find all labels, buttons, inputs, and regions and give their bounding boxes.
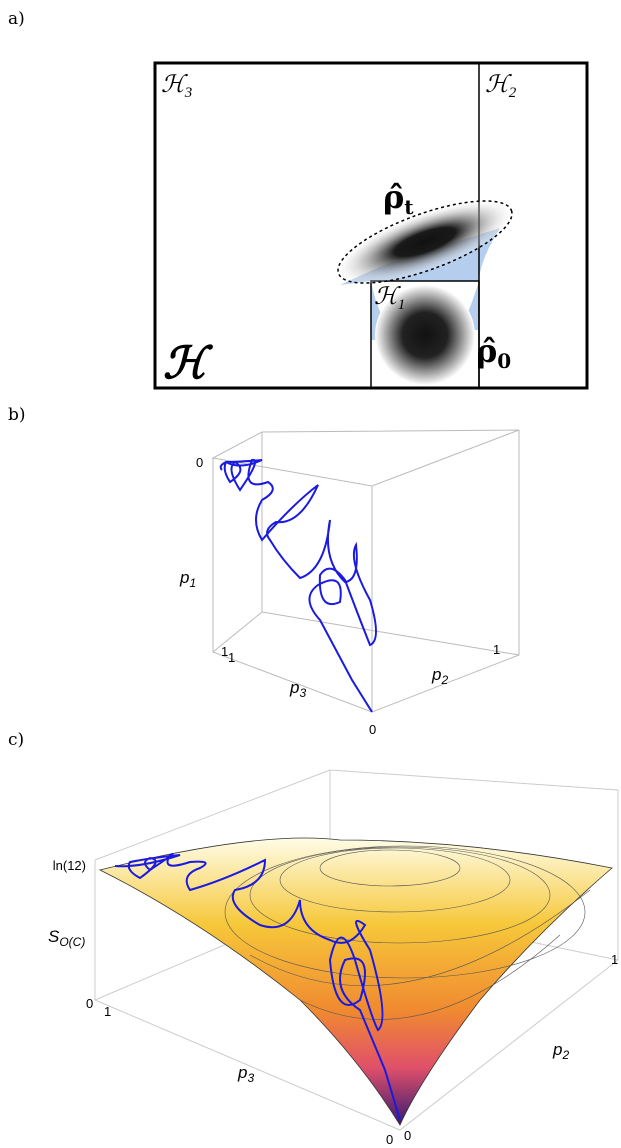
tick-label: ln(12): [53, 858, 86, 873]
panel-label: c): [8, 730, 24, 750]
box-frame: [94, 769, 619, 1131]
cube-edges: [211, 429, 520, 713]
evolved-outline: [337, 200, 513, 284]
symbol: ρ̂: [476, 332, 497, 370]
entropy-surface: [98, 837, 613, 1126]
subscript: t: [404, 195, 414, 219]
subscript: 3: [247, 1071, 254, 1085]
axis-label: p2: [431, 665, 448, 687]
subspace-label: ℋ1: [374, 284, 405, 313]
contour: [299, 934, 561, 1020]
tick-label: 1: [228, 650, 235, 665]
panel-label: b): [8, 405, 26, 425]
state-label: ρ̂0: [476, 332, 511, 373]
axis-label: p3: [237, 1063, 254, 1085]
subscript: 1: [398, 297, 406, 313]
subscript: 2: [509, 85, 517, 101]
subscript: 1: [189, 576, 196, 590]
tick-label: 1: [104, 1004, 111, 1019]
tick-label: 0: [404, 1128, 411, 1143]
symbol: p: [179, 568, 189, 587]
symbol: ρ̂: [383, 178, 404, 216]
subscript: 3: [184, 85, 193, 101]
subspace-label: ℋ2: [485, 72, 517, 101]
axis-label: p1: [179, 568, 196, 590]
symbol: ℋ: [485, 72, 512, 98]
symbol: ℋ: [161, 72, 188, 98]
state-label: ρ̂t: [383, 178, 414, 219]
trajectory: [114, 853, 401, 1121]
subscript: O(C): [59, 935, 85, 949]
contour: [249, 846, 551, 944]
trajectory: [219, 458, 377, 713]
tick-label: 0: [386, 1132, 393, 1147]
evolved-state: [337, 200, 513, 284]
evolved-blob: [338, 200, 512, 284]
space-label: ℋ: [163, 339, 214, 388]
subscript: 2: [440, 673, 448, 687]
symbol: p: [431, 665, 441, 684]
axis-label: p2: [552, 1040, 569, 1062]
cube-frame: [211, 429, 520, 713]
tick-label: 0: [86, 996, 93, 1011]
symbol: p: [289, 678, 299, 697]
contours: [224, 845, 591, 1020]
symbol: S: [48, 927, 60, 946]
subspace-box: [370, 280, 480, 389]
tick-label: 1: [611, 952, 618, 967]
symbol: ℋ: [374, 284, 401, 310]
axis-label: p3: [289, 678, 306, 700]
tick-label: 0: [369, 722, 376, 737]
tick-label: 0: [196, 455, 203, 470]
subscript: 0: [497, 349, 511, 373]
box-edges: [94, 769, 619, 1131]
axis-label: SO(C): [48, 927, 85, 949]
contour: [279, 847, 511, 913]
contour: [249, 889, 591, 987]
initial-state: [375, 285, 475, 385]
symbol: p: [237, 1063, 247, 1082]
panel-label: a): [8, 9, 25, 29]
subscript: 2: [561, 1048, 569, 1062]
tick-label: 1: [221, 644, 228, 659]
contour: [224, 845, 586, 979]
subspace-label: ℋ3: [161, 72, 192, 101]
tick-label: 1: [493, 642, 500, 657]
subscript: 3: [299, 686, 306, 700]
contour: [319, 849, 461, 887]
symbol: p: [552, 1040, 562, 1059]
